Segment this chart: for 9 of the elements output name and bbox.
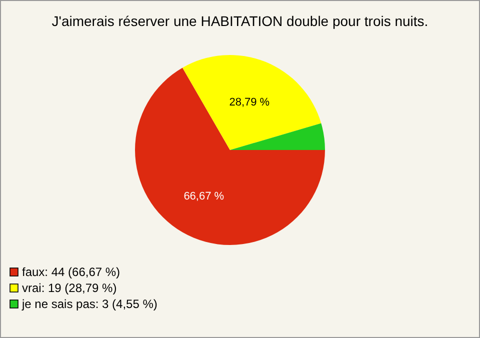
pie-slice xyxy=(230,123,325,150)
legend-label: je ne sais pas: 3 (4,55 %) xyxy=(21,297,158,311)
legend-label: faux: 44 (66,67 %) xyxy=(22,265,120,279)
legend-label: vrai: 19 (28,79 %) xyxy=(22,281,117,295)
data-label: 28,79 % xyxy=(229,96,270,108)
pie-slice xyxy=(135,68,325,245)
pie-slice xyxy=(182,55,322,150)
chart-title: J'aimerais réserver une HABITATION double pour trois nuits. xyxy=(52,13,428,29)
data-label: 66,67 % xyxy=(184,190,224,202)
